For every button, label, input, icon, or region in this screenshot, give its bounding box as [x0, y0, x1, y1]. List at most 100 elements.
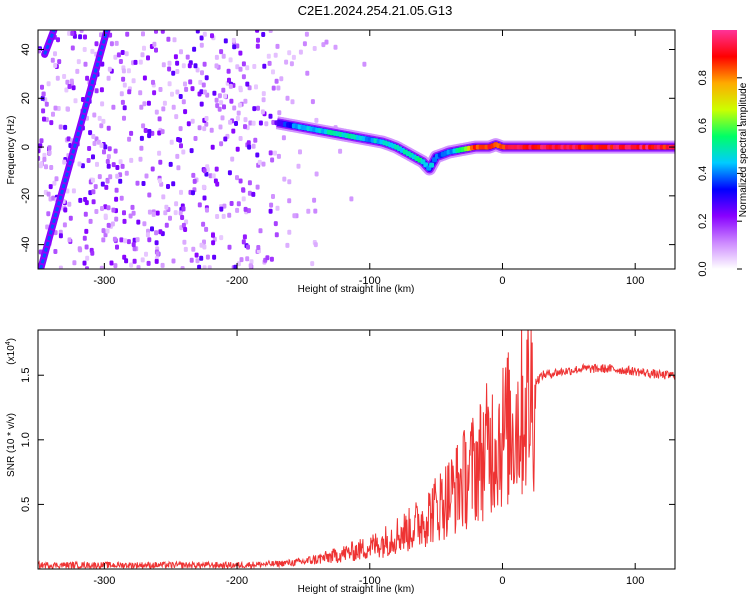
- spectrogram-noise-cell: [131, 210, 136, 216]
- spectrogram-noise-cell: [265, 255, 270, 261]
- spectrogram-noise-cell: [221, 213, 226, 219]
- spectrogram-noise-cell: [238, 136, 243, 141]
- spectrogram-noise-cell: [158, 87, 163, 92]
- spectrogram-noise-cell: [284, 59, 289, 65]
- x-tick-label: 0: [499, 275, 505, 287]
- spectrogram-frame: [37, 29, 676, 270]
- spectrogram-noise-cell: [100, 181, 105, 187]
- spectrogram-noise-cell: [287, 179, 292, 185]
- spectrogram-noise-cell: [131, 242, 136, 248]
- spectrogram-noise-cell: [349, 196, 354, 202]
- spectrogram-noise-cell: [164, 222, 169, 228]
- spectrogram-noise-cell: [218, 124, 223, 130]
- spectrogram-noise-cell: [90, 177, 95, 183]
- y-tick-label: 1.5: [20, 368, 32, 383]
- spectrogram-noise-cell: [191, 190, 195, 196]
- y-tick-label: 20: [20, 92, 32, 104]
- spectrogram-noise-cell: [160, 30, 165, 34]
- colorbar-tick-label: 0.2: [697, 214, 709, 229]
- spectrogram-noise-cell: [91, 189, 96, 195]
- spectrogram-noise-cell: [362, 61, 367, 67]
- spectrogram-noise-cell: [158, 229, 163, 235]
- spectrogram-noise-cell: [310, 261, 315, 267]
- spectrogram-noise-cell: [154, 109, 159, 115]
- spectrogram-noise-cell: [142, 75, 147, 81]
- spectrogram-noise-cell: [78, 247, 83, 253]
- spectrogram-noise-cell: [80, 163, 85, 169]
- spectrogram-noise-cell: [228, 57, 233, 63]
- spectrogram-noise-cell: [136, 219, 141, 225]
- spectrogram-noise-cell: [238, 50, 243, 56]
- spectrogram-noise-cell: [157, 130, 162, 136]
- colorbar: 0.0 0.2 0.4 0.6 0.8 Normalized spectral ampl…: [697, 30, 749, 277]
- spectrogram-noise-cell: [273, 150, 277, 156]
- spectrogram-noise-cell: [256, 245, 261, 250]
- spectrogram-noise-cell: [135, 180, 140, 186]
- spectrogram-noise-cell: [38, 148, 41, 154]
- spectrogram-noise-cell: [42, 116, 46, 122]
- spectrogram-noise-cell: [276, 85, 281, 91]
- snr-y-ticks: 0.5 1.0 1.5: [20, 368, 675, 512]
- x-tick-label: 100: [626, 275, 644, 287]
- spectrogram-noise-cell: [132, 246, 137, 252]
- spectrogram-noise-cell: [236, 201, 241, 207]
- spectrogram-noise-cell: [129, 130, 134, 136]
- spectrogram-noise-cell: [119, 91, 124, 97]
- spectrogram-noise-cell: [147, 133, 152, 139]
- spectrogram-noise-cell: [167, 81, 172, 87]
- spectrogram-noise-cell: [171, 70, 176, 76]
- spectrogram-noise-cell: [147, 192, 152, 198]
- spectrogram-noise-cell: [100, 206, 104, 211]
- spectrogram-noise-cell: [88, 130, 93, 136]
- spectrogram-noise-cell: [200, 70, 204, 76]
- spectrogram-noise-cell: [287, 229, 292, 235]
- spectrogram-noise-cell: [205, 207, 209, 213]
- spectrogram-noise-cell: [338, 148, 343, 154]
- spectrogram-noise-cell: [241, 74, 246, 80]
- spectrogram-noise-cell: [154, 47, 158, 53]
- spectrogram-noise-cell: [111, 104, 116, 110]
- spectrogram-noise-cell: [123, 238, 128, 244]
- spectrogram-noise-cell: [276, 153, 281, 159]
- spectrogram-noise-cell: [108, 174, 113, 180]
- spectrogram-noise-cell: [321, 42, 326, 48]
- spectrogram-noise-cell: [181, 149, 186, 155]
- spectrogram-noise-cell: [130, 204, 135, 210]
- spectrogram-noise-cell: [94, 88, 99, 94]
- spectrogram-noise-cell: [204, 75, 209, 81]
- spectrogram-noise-cell: [173, 210, 178, 216]
- spectrogram-noise-cell: [248, 120, 253, 126]
- spectrogram-noise-cell: [241, 187, 246, 193]
- spectrogram-noise-cell: [139, 145, 144, 151]
- spectrogram-noise-cell: [217, 106, 222, 112]
- spectrogram-noise-cell: [91, 154, 95, 160]
- spectrogram-noise-cell: [48, 184, 53, 190]
- spectrogram-noise-cell: [197, 264, 202, 269]
- spectrogram-noise-cell: [211, 173, 216, 179]
- spectrogram-noise-cell: [168, 161, 173, 167]
- spectrogram-noise-cell: [154, 230, 159, 236]
- spectrogram-noise-cell: [94, 41, 99, 47]
- spectrogram-noise-cell: [333, 44, 338, 50]
- spectrogram-noise-cell: [246, 244, 250, 250]
- spectrogram-noise-cell: [251, 191, 256, 197]
- x-tick-label: -200: [226, 275, 248, 287]
- spectrogram-noise-cell: [192, 46, 197, 52]
- spectrogram-noise-cell: [141, 181, 146, 186]
- spectrogram-noise-cell: [132, 258, 137, 264]
- spectrogram-noise-cell: [87, 146, 92, 151]
- spectrogram-noise-cell: [243, 124, 247, 130]
- spectrogram-noise-cell: [292, 213, 297, 219]
- spectrogram-noise-cells: [38, 30, 367, 269]
- spectrogram-noise-cell: [126, 239, 131, 245]
- spectrogram-noise-cell: [122, 218, 127, 224]
- spectrogram-noise-cell: [121, 68, 126, 74]
- spectrogram-noise-cell: [99, 123, 104, 129]
- spectrogram-noise-cell: [53, 249, 58, 254]
- spectrogram-noise-cell: [229, 201, 234, 206]
- snr-x-axis-label: Height of straight line (km): [298, 584, 415, 595]
- spectrogram-noise-cell: [258, 120, 263, 126]
- spectrogram-streak: [43, 30, 56, 55]
- spectrogram-noise-cell: [41, 108, 46, 114]
- spectrogram-noise-cell: [67, 84, 72, 89]
